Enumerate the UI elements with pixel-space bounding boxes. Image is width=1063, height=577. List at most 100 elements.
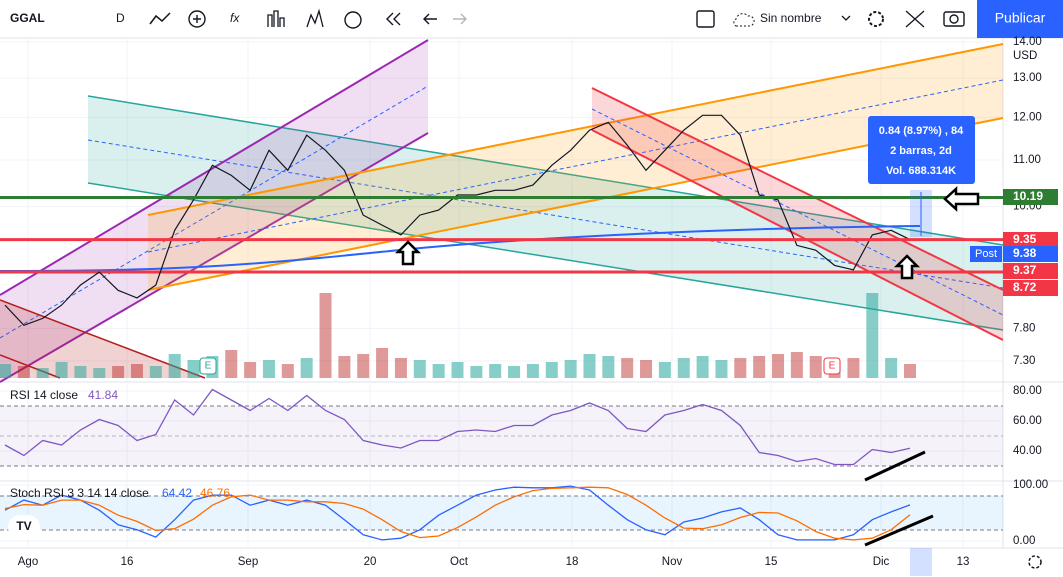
channel-line bbox=[0, 354, 61, 379]
volume-bar bbox=[55, 362, 68, 378]
y-tick-label: 60.00 bbox=[1013, 415, 1042, 427]
channel-line bbox=[0, 132, 429, 383]
volume-bar bbox=[187, 360, 200, 378]
volume-group bbox=[0, 293, 916, 378]
interval[interactable]: D bbox=[116, 11, 125, 25]
volume-bar bbox=[300, 358, 313, 378]
price-label: 9.35 bbox=[1013, 232, 1037, 246]
channel-line bbox=[591, 129, 1004, 341]
price-label: 9.38 bbox=[1013, 246, 1037, 260]
price-label: 10.19 bbox=[1013, 189, 1043, 203]
x-tick-label: Oct bbox=[450, 556, 469, 568]
y-tick-label: 7.30 bbox=[1013, 355, 1035, 367]
chart-style-icon[interactable] bbox=[149, 12, 171, 25]
volume-bar bbox=[753, 356, 766, 378]
symbol[interactable]: GGAL bbox=[10, 11, 45, 25]
volume-bar bbox=[772, 354, 785, 378]
measure-text: Vol. 688.314K bbox=[886, 165, 956, 177]
volume-bar bbox=[602, 356, 615, 378]
volume-bar bbox=[338, 356, 351, 378]
alert-icon[interactable] bbox=[344, 11, 362, 29]
channel-line bbox=[87, 95, 1004, 246]
volume-bar bbox=[470, 366, 483, 378]
chart-layer bbox=[0, 114, 1003, 327]
volume-bar bbox=[564, 360, 577, 378]
channel-mid bbox=[87, 139, 1004, 289]
toolbar bbox=[0, 0, 1063, 38]
x-tick-label: 13 bbox=[957, 556, 970, 568]
dropdown-arrow[interactable] bbox=[841, 15, 851, 21]
channel-mid bbox=[147, 79, 1004, 253]
redo-icon[interactable] bbox=[453, 13, 467, 25]
series-line bbox=[4, 486, 911, 541]
volume-bar bbox=[413, 360, 426, 378]
volume-bar bbox=[74, 366, 87, 378]
volume-bar bbox=[809, 356, 822, 378]
settings-icon[interactable] bbox=[868, 11, 884, 27]
price-label: 8.72 bbox=[1013, 280, 1037, 294]
x-tick-label: 18 bbox=[566, 556, 579, 568]
measure-text: 0.84 (8.97%) , 84 bbox=[879, 125, 964, 137]
volume-bar bbox=[376, 348, 389, 378]
measure-tooltip bbox=[868, 116, 975, 184]
earnings-icon: E bbox=[829, 361, 836, 372]
stoch-band bbox=[0, 496, 1003, 530]
volume-bar bbox=[432, 364, 445, 378]
price-label-box bbox=[1003, 280, 1058, 296]
layout-icon[interactable] bbox=[696, 10, 715, 28]
y-tick-label: 40.00 bbox=[1013, 445, 1042, 457]
axis-settings[interactable] bbox=[1028, 555, 1042, 569]
volume-bar bbox=[621, 358, 634, 378]
volume-bar bbox=[640, 360, 653, 378]
volume-bar bbox=[583, 354, 596, 378]
volume-bar bbox=[696, 356, 709, 378]
volume-bar bbox=[734, 358, 747, 378]
layout-name[interactable]: Sin nombre bbox=[760, 11, 822, 25]
tv-logo[interactable] bbox=[8, 515, 40, 539]
y-tick-label: 11.00 bbox=[1013, 154, 1041, 166]
volume-bar bbox=[0, 364, 11, 378]
price-label-box bbox=[1003, 189, 1058, 205]
price-label: 9.37 bbox=[1013, 263, 1037, 277]
templates-icon[interactable] bbox=[267, 10, 285, 27]
undo-icon[interactable] bbox=[423, 13, 437, 25]
trend-line bbox=[864, 514, 934, 547]
rsi-title: RSI 14 close bbox=[10, 388, 78, 402]
volume-bar bbox=[790, 352, 803, 378]
volume-bar bbox=[508, 366, 521, 378]
fx-icon[interactable]: fx bbox=[230, 11, 240, 25]
purple-channel bbox=[0, 40, 428, 382]
replay-icon[interactable] bbox=[386, 12, 401, 26]
indicator-layer bbox=[4, 388, 911, 541]
channel-line bbox=[147, 43, 1004, 216]
fullscreen-icon[interactable] bbox=[905, 10, 925, 28]
snapshot-icon[interactable] bbox=[943, 11, 965, 27]
volume-bar bbox=[281, 364, 294, 378]
volume-bar bbox=[526, 364, 539, 378]
volume-bar bbox=[262, 360, 275, 378]
publish-label[interactable]: Publicar bbox=[995, 10, 1046, 26]
series-line bbox=[4, 485, 911, 541]
volume-bar bbox=[93, 368, 106, 378]
channel-line bbox=[87, 182, 1004, 331]
volume-bar bbox=[715, 360, 728, 378]
cloud-icon bbox=[733, 13, 755, 27]
compare-icon[interactable] bbox=[306, 8, 324, 28]
grid bbox=[0, 38, 1003, 548]
earnings-marker[interactable] bbox=[199, 357, 217, 375]
publish-button[interactable] bbox=[977, 0, 1063, 38]
earnings-marker[interactable] bbox=[823, 357, 841, 375]
volume-bar bbox=[225, 350, 238, 378]
currency[interactable]: USD bbox=[1013, 50, 1037, 62]
volume-bar bbox=[36, 368, 49, 378]
volume-bar bbox=[489, 364, 502, 378]
x-tick-label: Dic bbox=[873, 556, 890, 568]
volume-bar bbox=[545, 362, 558, 378]
earnings-icon: E bbox=[205, 361, 212, 372]
volume-bar bbox=[904, 364, 916, 378]
volume-bar bbox=[112, 366, 125, 378]
indicator-add-icon[interactable] bbox=[188, 10, 206, 28]
x-tick-label: 20 bbox=[364, 556, 377, 568]
channel-line bbox=[591, 87, 1004, 291]
